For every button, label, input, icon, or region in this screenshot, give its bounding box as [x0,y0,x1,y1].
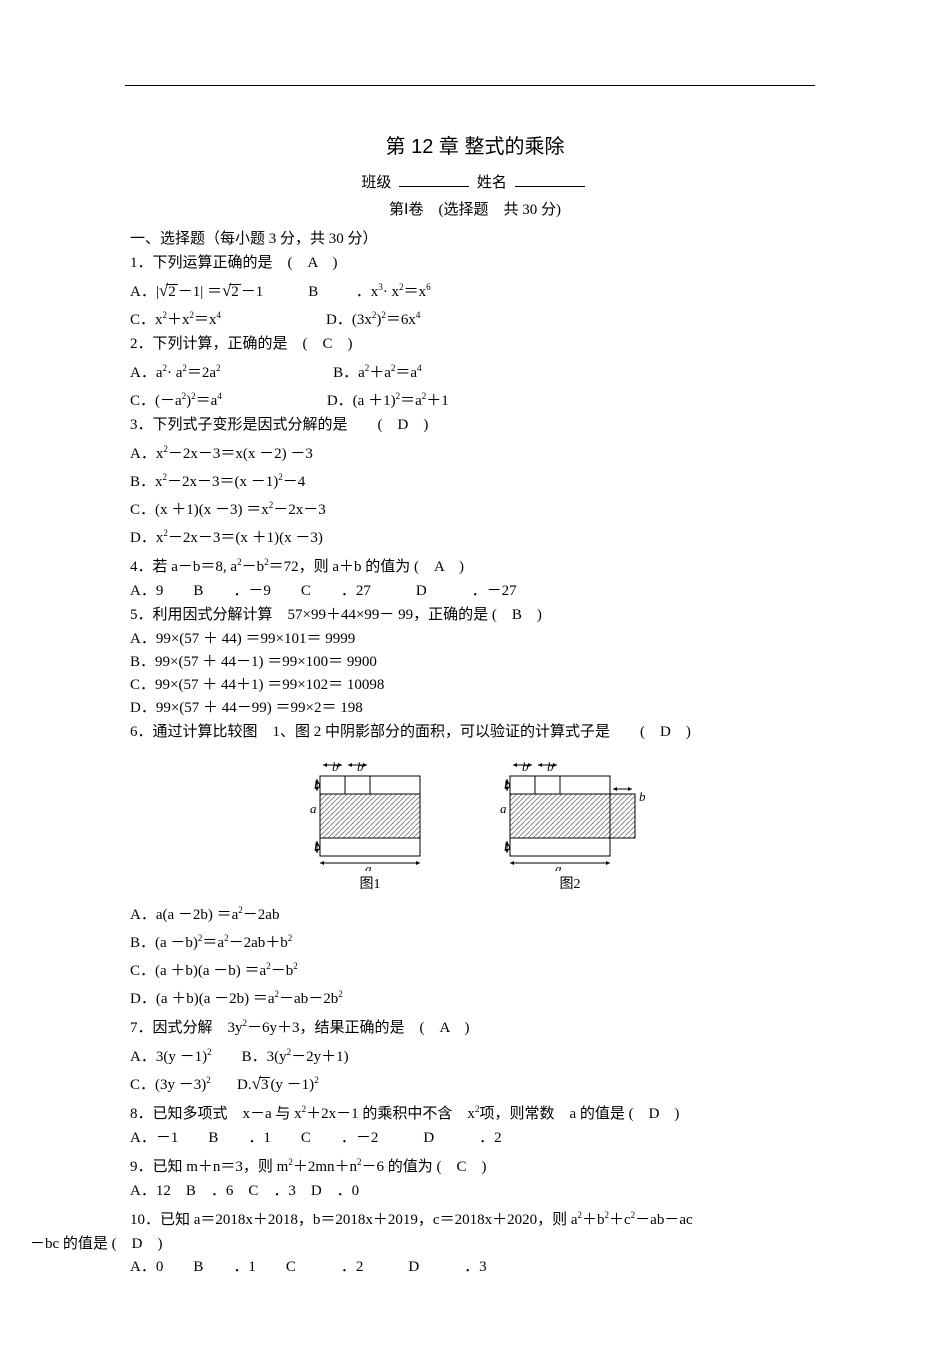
class-blank [399,172,469,187]
q6-B: B．(a －b)2＝a2－2ab＋b2 [130,927,850,954]
fig1-svg: b b a b b a [300,751,440,871]
class-label: 班级 [361,175,391,191]
q6-C: C．(a ＋b)(a －b) ＝a2－b2 [130,955,850,982]
q6-A: A．a(a －2b) ＝a2－2ab [130,899,850,926]
q1-row2: C．x2＋x2＝x4 D．(3x2)2＝6x4 [130,304,850,331]
name-label: 姓名 [477,175,507,191]
fig2: b b b a b b a 图2 [490,751,650,893]
class-name-line: 班级 姓名 [100,171,850,192]
q10-cont: －bc 的值是 ( D ) [30,1233,850,1255]
header-rule [125,85,815,86]
q4-stem: 4．若 a－b＝8, a2－b2＝72，则 a＋b 的值为 ( A ) [130,551,850,578]
q2-row1: A．a2· a2＝2a2 B．a2＋a2＝a4 [130,357,850,384]
q6-figures: b b a b b a 图1 [100,751,850,893]
q2-row2: C．(－a2)2＝a4 D．(a ＋1)2＝a2＋1 [130,385,850,412]
q4-opts: A．9 B ．－9 C ．27 D ．－27 [130,580,850,602]
q3-D: D．x2－2x－3＝(x ＋1)(x －3) [130,522,850,549]
q8-opts: A．－1 B ．1 C ．－2 D ．2 [130,1127,850,1149]
q9-opts: A．12 B ．6 C ．3 D ．0 [130,1180,850,1202]
fig2-svg: b b b a b b a [490,751,650,871]
q7-stem: 7．因式分解 3y2－6y＋3，结果正确的是 ( A ) [130,1012,850,1039]
q1-stem: 1．下列运算正确的是 ( A ) [130,252,850,274]
q3-A: A．x2－2x－3＝x(x －2) －3 [130,438,850,465]
svg-text:b: b [522,759,529,774]
q6-D: D．(a ＋b)(a －2b) ＝a2－ab－2b2 [130,983,850,1010]
fig1: b b a b b a 图1 [300,751,440,893]
q3-stem: 3．下列式子变形是因式分解的是 ( D ) [130,414,850,436]
section-1-title: 一、选择题（每小题 3 分，共 30 分） [130,227,850,248]
q10-opts: A．0 B ．1 C ．2 D ．3 [130,1256,850,1278]
q5-stem: 5．利用因式分解计算 57×99＋44×99－ 99，正确的是 ( B ) [130,604,850,626]
fig2-caption: 图2 [490,873,650,893]
q5-C: C．99×(57 ＋ 44＋1) ＝99×102＝ 10098 [130,674,850,696]
svg-text:a: a [365,861,372,871]
q3-C: C．(x ＋1)(x －3) ＝x2－2x－3 [130,494,850,521]
q6-stem: 6．通过计算比较图 1、图 2 中阴影部分的面积，可以验证的计算式子是 ( D … [130,721,850,743]
name-blank [515,172,585,187]
svg-text:a: a [310,801,317,816]
q5-D: D．99×(57 ＋ 44－99) ＝99×2＝ 198 [130,697,850,719]
q5-B: B．99×(57 ＋ 44－1) ＝99×100＝ 9900 [130,651,850,673]
q2-stem: 2．下列计算，正确的是 ( C ) [130,333,850,355]
chapter-title: 第 12 章 整式的乘除 [100,130,850,159]
q8-stem: 8．已知多项式 x－a 与 x2＋2x－1 的乘积中不含 x2项，则常数 a 的… [130,1098,850,1125]
q9-stem: 9．已知 m＋n＝3，则 m2＋2mn＋n2－6 的值为 ( C ) [130,1151,850,1178]
q7-L2: C．(3y －3)2 D.√3(y －1)2 [130,1069,850,1096]
page: 第 12 章 整式的乘除 班级 姓名 第Ⅰ卷 (选择题 共 30 分) 一、选择… [0,0,950,1345]
svg-text:b: b [547,759,554,774]
svg-text:b: b [357,759,364,774]
svg-text:b: b [639,789,646,804]
q3-B: B．x2－2x－3＝(x －1)2－4 [130,466,850,493]
svg-text:b: b [332,759,339,774]
q7-L1: A．3(y －1)2 B．3(y2－2y＋1) [130,1041,850,1068]
svg-text:a: a [500,801,507,816]
q10-stem: 10．已知 a＝2018x＋2018，b＝2018x＋2019，c＝2018x＋… [130,1204,850,1231]
q1-row1: A．|√2－1| ＝√2－1 B ．x3· x2＝x6 [130,276,850,303]
fig1-caption: 图1 [300,873,440,893]
svg-text:a: a [555,861,562,871]
q5-A: A．99×(57 ＋ 44) ＝99×101＝ 9999 [130,628,850,650]
part-line: 第Ⅰ卷 (选择题 共 30 分) [100,198,850,219]
